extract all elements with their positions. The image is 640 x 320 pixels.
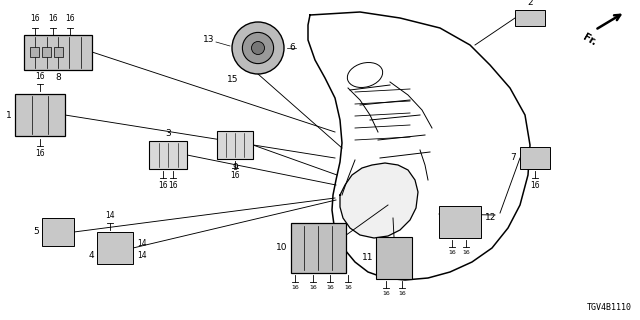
Text: 16: 16 [291, 285, 299, 290]
Bar [24, 35, 92, 69]
Text: 16: 16 [168, 181, 178, 190]
Bar [520, 147, 550, 169]
Text: 16: 16 [382, 291, 390, 296]
Text: 16: 16 [309, 285, 317, 290]
Text: 5: 5 [33, 228, 39, 236]
Bar [15, 94, 65, 136]
Text: 1: 1 [6, 110, 12, 119]
Bar [217, 131, 253, 159]
Text: 6: 6 [289, 44, 295, 52]
Bar [439, 206, 481, 238]
Text: 16: 16 [35, 72, 45, 81]
Bar [54, 47, 63, 57]
Text: 16: 16 [30, 14, 40, 23]
Text: 16: 16 [398, 291, 406, 296]
Bar [376, 237, 412, 279]
Text: 16: 16 [344, 285, 352, 290]
Text: 4: 4 [88, 252, 94, 260]
Text: 16: 16 [530, 181, 540, 190]
Text: TGV4B1110: TGV4B1110 [587, 303, 632, 312]
Bar [42, 218, 74, 246]
Text: 13: 13 [202, 36, 214, 44]
Text: 9: 9 [232, 163, 238, 172]
Bar [291, 223, 346, 273]
Text: 16: 16 [158, 181, 168, 190]
Text: 8: 8 [55, 73, 61, 82]
Text: Fr.: Fr. [581, 32, 598, 48]
Text: 7: 7 [510, 154, 516, 163]
Text: 2: 2 [527, 0, 533, 7]
Text: 3: 3 [165, 129, 171, 138]
Bar [515, 10, 545, 26]
Text: 14: 14 [137, 252, 147, 260]
Circle shape [243, 32, 274, 64]
Text: 14: 14 [137, 238, 147, 247]
Text: 16: 16 [230, 171, 240, 180]
Text: 16: 16 [326, 285, 334, 290]
Text: 10: 10 [276, 244, 287, 252]
Text: 16: 16 [48, 14, 58, 23]
Text: 16: 16 [65, 14, 75, 23]
Text: 11: 11 [362, 253, 373, 262]
Bar [30, 47, 39, 57]
Text: 14: 14 [105, 211, 115, 220]
Bar [149, 141, 187, 169]
Text: 15: 15 [227, 75, 239, 84]
Text: 12: 12 [485, 212, 497, 221]
Text: 16: 16 [448, 250, 456, 255]
Text: 16: 16 [35, 149, 45, 158]
Circle shape [232, 22, 284, 74]
Bar [97, 232, 133, 264]
Polygon shape [340, 163, 418, 238]
Circle shape [252, 42, 264, 54]
Bar [42, 47, 51, 57]
Text: 16: 16 [462, 250, 470, 255]
